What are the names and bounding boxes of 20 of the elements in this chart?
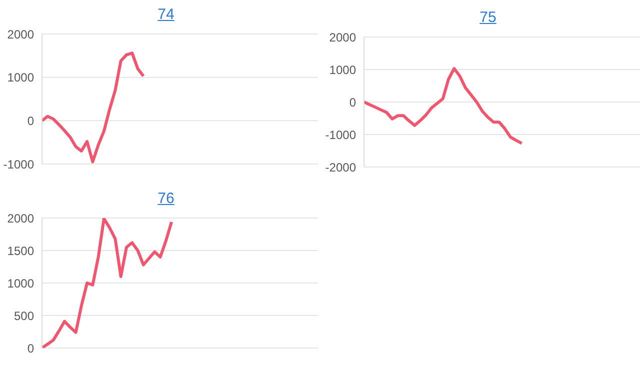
y-tick-label: 1000: [329, 62, 356, 77]
line-series: [362, 67, 524, 145]
chart-title: 75: [478, 8, 498, 28]
y-tick-label: 1500: [7, 244, 34, 258]
chart-title: 76: [156, 189, 176, 209]
y-tick-label: 1000: [7, 70, 34, 85]
y-tick-label: -2000: [325, 160, 356, 174]
y-tick-label: 0: [349, 95, 356, 110]
chart-title: 74: [156, 5, 176, 25]
y-tick-label: 2000: [7, 27, 34, 42]
y-tick-label: 0: [27, 341, 34, 356]
y-tick-label: 0: [27, 114, 34, 128]
line-series: [40, 52, 145, 164]
y-tick-label: 500: [14, 308, 34, 323]
y-tick-label: 1000: [7, 276, 34, 290]
y-tick-label: 2000: [329, 30, 356, 44]
line-series: [40, 218, 174, 348]
y-tick-label: -1000: [325, 128, 356, 142]
y-tick-label: -1000: [3, 157, 34, 172]
y-tick-label: 2000: [7, 211, 34, 226]
